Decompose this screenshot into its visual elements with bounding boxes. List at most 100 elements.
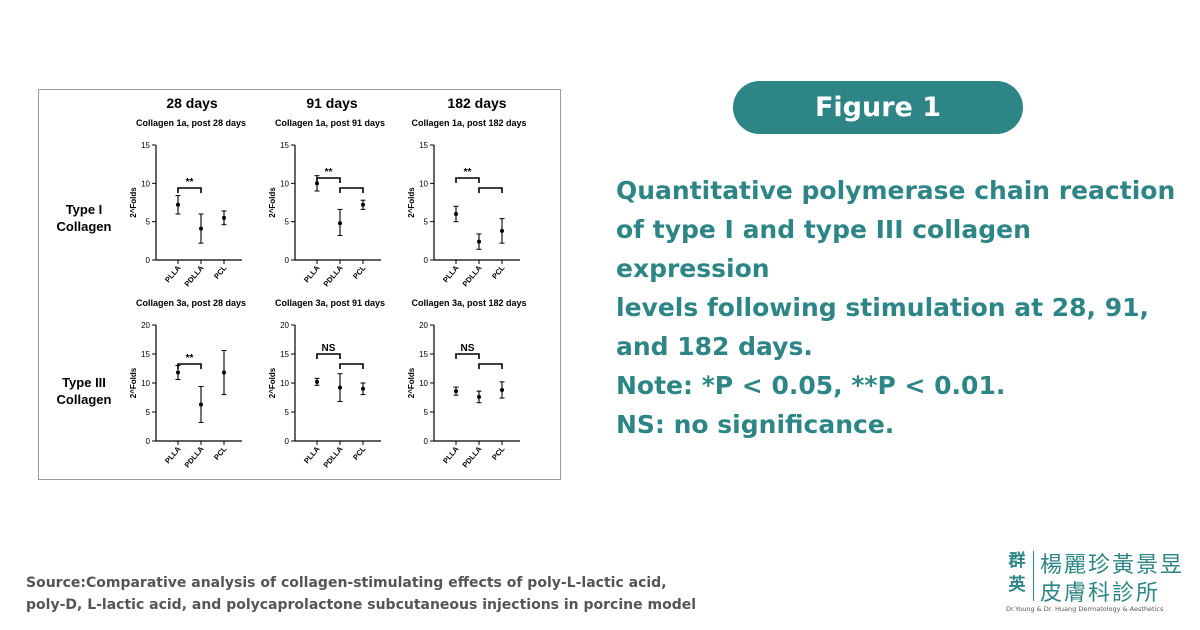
data-point (454, 212, 458, 216)
y-tick-label: 0 (424, 256, 429, 265)
logo-name-line2: 皮膚科診所 (1040, 581, 1161, 606)
x-tick-label: PLLA (163, 444, 183, 465)
y-tick-label: 15 (419, 350, 428, 359)
x-tick-label: PLLA (441, 263, 461, 284)
data-point (199, 226, 203, 231)
x-tick-label: PLLA (441, 444, 461, 465)
data-point (338, 385, 342, 390)
data-point (222, 215, 226, 220)
x-tick-label: PCL (490, 263, 507, 281)
x-tick-label: PDLLA (183, 444, 206, 469)
data-point (199, 402, 203, 407)
y-tick-label: 20 (141, 321, 150, 330)
figure-panel: 28 days 91 days 182 days Type I Collagen Type… (38, 89, 561, 480)
data-point (176, 370, 180, 375)
significance-bracket (478, 187, 503, 193)
x-tick-label: PCL (212, 444, 229, 462)
significance-label: NS (322, 343, 336, 354)
panel-title: Collagen 1a, post 182 days (411, 118, 526, 128)
figure-label-badge: Figure 1 (733, 81, 1023, 134)
x-tick-label: PCL (212, 263, 229, 281)
logo-name-line1: 楊麗珍黃景昱 (1040, 553, 1185, 578)
y-tick-label: 0 (424, 437, 429, 446)
description-line: levels following stimulation at 28, 91, (616, 293, 1150, 322)
y-tick-label: 5 (424, 408, 429, 417)
y-tick-label: 10 (280, 179, 289, 188)
significance-bracket (455, 353, 480, 359)
x-tick-label: PDLLA (461, 444, 484, 469)
y-tick-label: 5 (285, 218, 290, 227)
data-point (477, 239, 481, 244)
logo-english-name: Dr.Young & Dr. Huang Dermatology & Aesth… (1006, 605, 1164, 613)
y-tick-label: 0 (146, 256, 151, 265)
row-label: Collagen (57, 392, 112, 407)
row-label: Collagen (57, 219, 112, 234)
data-point (338, 221, 342, 226)
significance-label: ** (186, 177, 194, 188)
logo-seal-char: 英 (1008, 575, 1026, 595)
panel-title: Collagen 3a, post 91 days (275, 298, 385, 308)
significance-bracket (455, 177, 480, 183)
significance-bracket (316, 177, 341, 183)
significance-label: ** (464, 167, 472, 178)
y-tick-label: 5 (146, 218, 151, 227)
source-line: poly-D, L-lactic acid, and polycaprolact… (26, 597, 697, 613)
figure-label: Figure 1 (814, 92, 942, 123)
x-tick-label: PDLLA (461, 263, 484, 288)
x-tick-label: PDLLA (183, 263, 206, 288)
y-tick-label: 20 (280, 321, 289, 330)
y-axis-label: 2^Folds (129, 367, 138, 398)
y-tick-label: 10 (141, 379, 150, 388)
significance-bracket (316, 353, 341, 359)
panel-title: Collagen 3a, post 182 days (411, 298, 526, 308)
significance-label: ** (325, 167, 333, 178)
data-point (454, 389, 458, 394)
source-line: Source:Comparative analysis of collagen-… (26, 575, 667, 591)
note-line: Note: *P < 0.05, **P < 0.01. (616, 371, 1006, 400)
logo-seal: 群 英 (1006, 549, 1028, 597)
column-heading: 28 days (166, 95, 218, 111)
y-axis-label: 2^Folds (407, 187, 416, 218)
data-point (315, 379, 319, 384)
y-tick-label: 5 (285, 408, 290, 417)
y-tick-label: 0 (285, 256, 290, 265)
x-tick-label: PLLA (163, 263, 183, 284)
logo-seal-char: 群 (1008, 551, 1026, 571)
y-tick-label: 15 (280, 141, 289, 150)
y-axis-label: 2^Folds (268, 187, 277, 218)
y-axis-label: 2^Folds (268, 367, 277, 398)
note-line: NS: no significance. (616, 410, 895, 439)
data-point (222, 370, 226, 375)
significance-bracket (177, 363, 202, 369)
data-point (361, 386, 365, 391)
data-point (477, 394, 481, 399)
y-tick-label: 15 (141, 350, 150, 359)
x-tick-label: PLLA (302, 444, 322, 465)
y-tick-label: 0 (146, 437, 151, 446)
y-tick-label: 10 (141, 179, 150, 188)
significance-label: NS (461, 343, 475, 354)
data-point (500, 387, 504, 392)
collagen-qpcr-chart: 28 days 91 days 182 days Type I Collagen Type… (57, 95, 527, 469)
panel-title: Collagen 3a, post 28 days (136, 298, 246, 308)
significance-label: ** (186, 353, 194, 364)
panel-title: Collagen 1a, post 28 days (136, 118, 246, 128)
x-tick-label: PDLLA (322, 444, 345, 469)
figure-description: Quantitative polymerase chain reaction o… (616, 171, 1186, 366)
y-tick-label: 5 (146, 408, 151, 417)
data-point (361, 202, 365, 207)
data-point (315, 181, 319, 186)
x-tick-label: PCL (490, 444, 507, 462)
data-point (176, 202, 180, 207)
x-tick-label: PCL (351, 444, 368, 462)
y-tick-label: 10 (419, 179, 428, 188)
y-tick-label: 10 (419, 379, 428, 388)
significance-bracket (478, 363, 503, 369)
y-axis-label: 2^Folds (407, 367, 416, 398)
y-tick-label: 15 (141, 141, 150, 150)
y-tick-label: 0 (285, 437, 290, 446)
y-tick-label: 20 (419, 321, 428, 330)
logo-divider (1033, 551, 1034, 601)
data-point (500, 228, 504, 233)
row-label: Type I (66, 202, 103, 217)
